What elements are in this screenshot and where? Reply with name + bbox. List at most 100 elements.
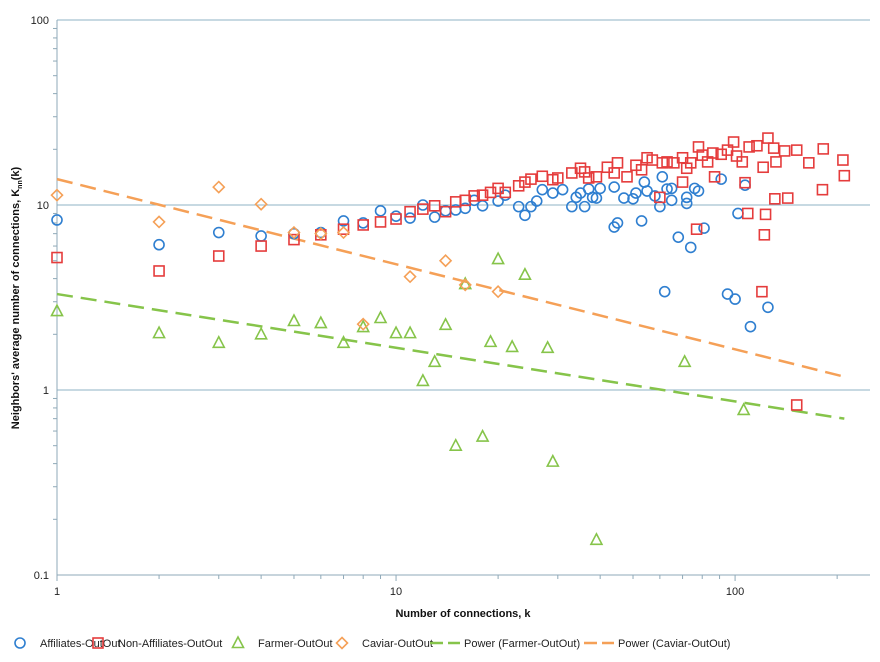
data-point — [676, 176, 689, 188]
data-point — [519, 209, 531, 222]
data-point — [547, 187, 559, 199]
data-point — [762, 301, 774, 314]
data-point — [404, 212, 416, 224]
data-point — [684, 241, 697, 254]
legend-label: Power (Caviar-OutOut) — [618, 638, 730, 650]
data-point — [484, 186, 497, 199]
data-point — [578, 200, 591, 213]
data-point — [574, 162, 587, 175]
trendline-power-farmer-outout — [56, 292, 845, 420]
data-point — [499, 189, 512, 201]
data-point — [50, 188, 64, 202]
series-farmer-outout — [50, 251, 751, 546]
data-point — [390, 210, 402, 222]
data-point — [153, 238, 165, 251]
data-point — [459, 202, 472, 215]
data-point — [578, 166, 591, 178]
data-point — [211, 335, 226, 349]
data-point — [680, 197, 693, 210]
data-point — [790, 144, 803, 156]
data-point — [757, 161, 769, 174]
data-point — [739, 179, 751, 191]
data-point — [635, 163, 648, 176]
legend-marker-diamond — [335, 636, 349, 650]
data-point — [512, 179, 525, 192]
data-point — [336, 225, 351, 240]
data-point — [512, 200, 525, 213]
data-point — [448, 437, 463, 451]
data-point — [654, 191, 666, 204]
legend-label: Farmer-OutOut — [258, 638, 333, 650]
data-point — [51, 214, 63, 226]
data-point — [680, 191, 693, 204]
data-point — [751, 139, 763, 152]
data-point — [536, 170, 549, 183]
x-tick-label: 1 — [54, 586, 60, 598]
data-point — [552, 172, 564, 184]
data-point — [288, 233, 300, 246]
legend-marker-triangle — [231, 635, 245, 649]
data-point — [816, 183, 829, 196]
data-point — [428, 200, 441, 212]
data-point — [741, 207, 754, 220]
data-point — [732, 207, 744, 220]
data-point — [582, 172, 595, 184]
data-point — [519, 176, 531, 188]
data-point — [838, 169, 851, 182]
data-point — [656, 171, 669, 183]
legend-label: Non-Affiliates-OutOut — [118, 638, 222, 650]
data-point — [152, 215, 166, 229]
data-point — [635, 215, 648, 227]
data-point — [715, 173, 727, 185]
data-point — [540, 340, 555, 354]
legend-marker-circle — [14, 637, 26, 649]
data-point — [590, 192, 603, 204]
data-point — [661, 183, 673, 195]
legend-item: Power (Farmer-OutOut) — [430, 638, 580, 650]
data-point — [707, 147, 719, 159]
series-caviar-outout — [50, 180, 505, 331]
data-point — [374, 205, 387, 217]
data-point — [458, 278, 472, 292]
data-point — [692, 185, 705, 197]
data-point — [254, 326, 268, 340]
data-point — [545, 453, 560, 467]
data-point — [337, 223, 350, 235]
data-point — [483, 334, 498, 348]
data-point — [778, 145, 791, 157]
data-point — [698, 222, 710, 234]
data-point — [50, 303, 64, 317]
legend-item: Power (Caviar-OutOut) — [584, 638, 730, 650]
data-point — [790, 399, 803, 411]
data-point — [475, 428, 490, 442]
y-axis-title: Neighbors' average number of connections… — [10, 166, 24, 429]
data-point — [255, 240, 267, 252]
data-point — [427, 354, 442, 368]
data-point — [212, 226, 225, 239]
data-point — [594, 182, 606, 195]
data-point — [677, 354, 692, 368]
data-point — [373, 310, 388, 324]
data-point — [525, 173, 537, 185]
data-point — [611, 157, 624, 169]
legend-item: Caviar-OutOut — [335, 636, 433, 650]
data-point — [458, 276, 473, 290]
data-point — [658, 285, 671, 298]
data-point — [759, 208, 772, 221]
axes: 0.1 1 10 100 1 10 100 — [31, 15, 870, 598]
legend-item: Farmer-OutOut — [231, 635, 333, 650]
legend-label: Affiliates-OutOut — [40, 638, 121, 650]
data-point — [590, 171, 603, 183]
data-point — [767, 142, 780, 154]
data-point — [736, 156, 749, 168]
legend-item: Non-Affiliates-OutOut — [92, 637, 222, 650]
data-point — [781, 192, 794, 204]
data-point — [389, 325, 403, 339]
data-point — [721, 144, 734, 156]
data-point — [476, 189, 489, 201]
data-point — [665, 182, 678, 195]
y-tick-label: 100 — [31, 15, 49, 27]
gridlines — [57, 19, 870, 576]
data-point — [837, 154, 849, 166]
